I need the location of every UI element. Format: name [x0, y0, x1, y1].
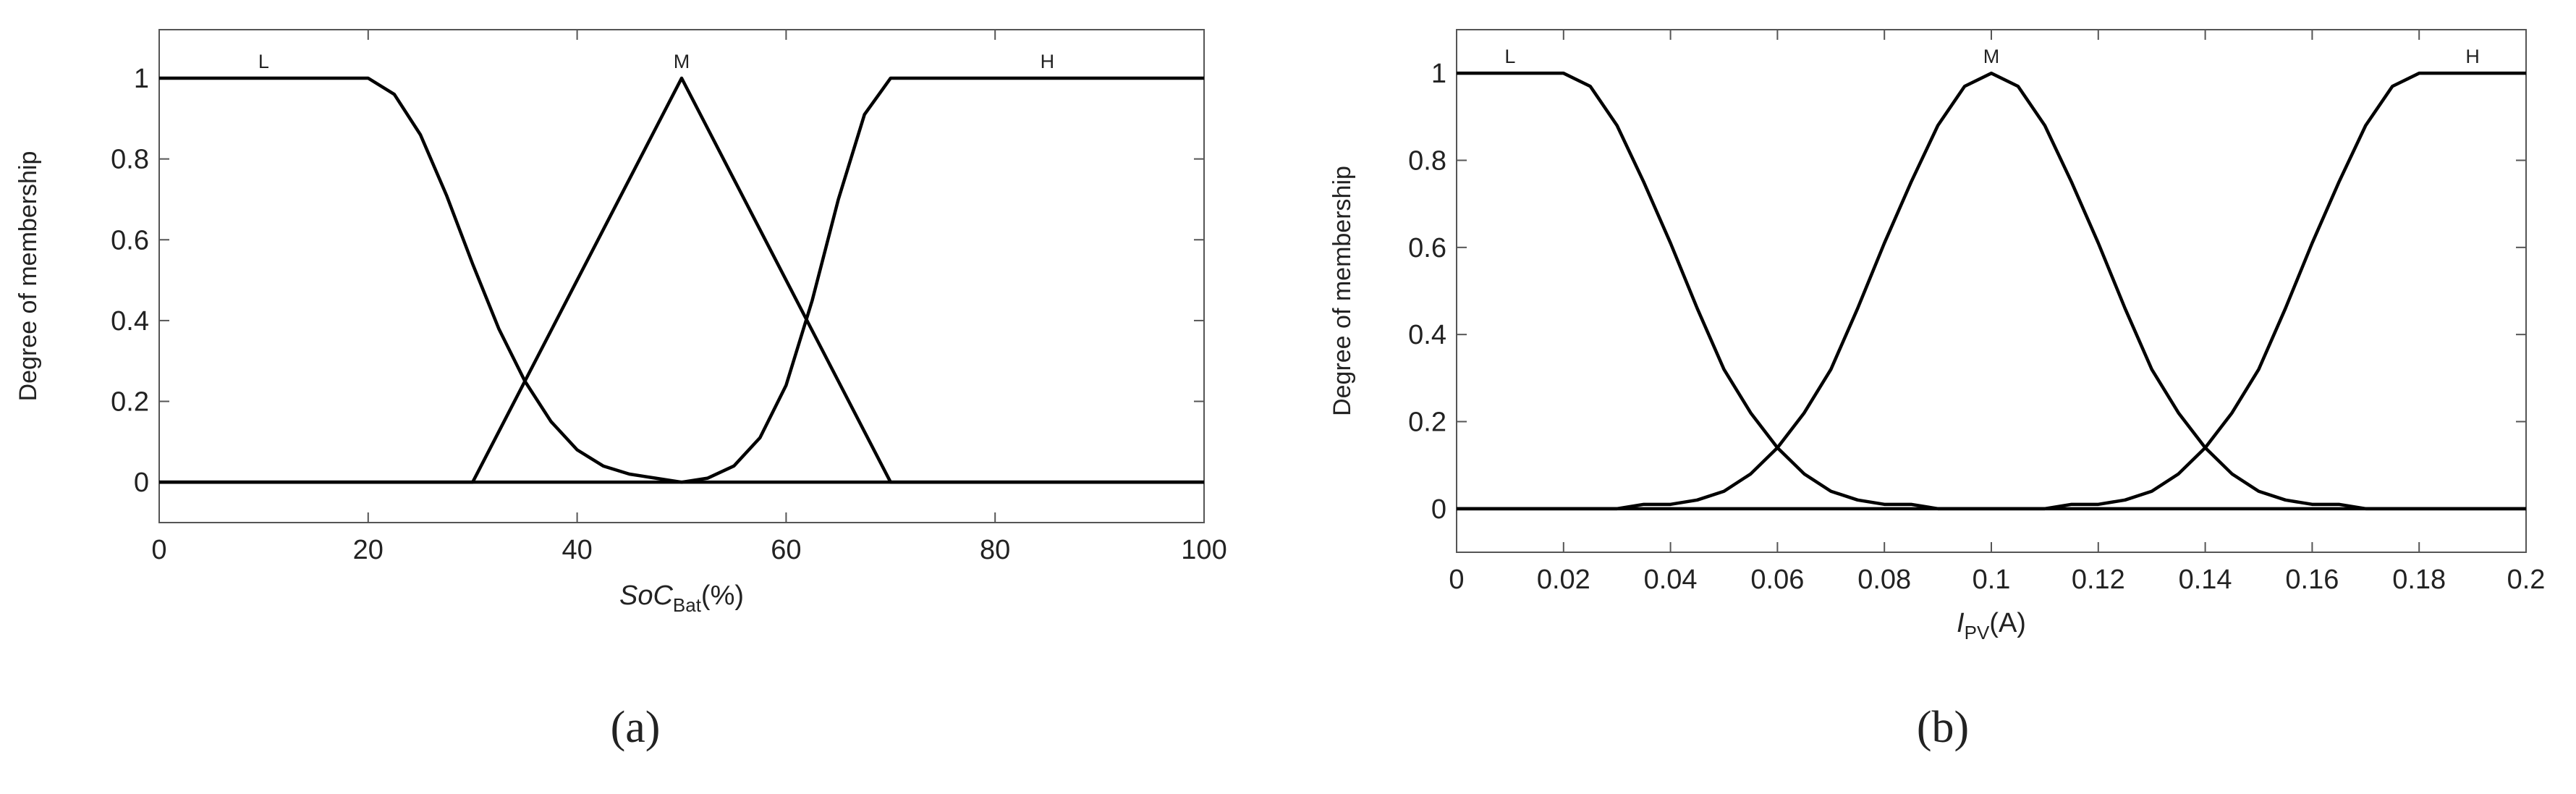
x-tick-label: 0 [151, 535, 166, 565]
x-label-unit: (%) [701, 580, 744, 611]
x-label-unit: (A) [1989, 608, 2026, 638]
x-tick-label: 100 [1181, 535, 1226, 565]
y-tick-label: 0 [1431, 494, 1446, 525]
x-label-symbol: I [1957, 608, 1965, 638]
x-tick-label: 60 [771, 535, 801, 565]
y-tick-label: 0.8 [111, 145, 149, 175]
x-tick-label: 0.06 [1750, 565, 1804, 595]
x-tick-label: 20 [353, 535, 384, 565]
series-label: H [1041, 51, 1055, 72]
membership-curve [159, 76, 1204, 484]
x-tick-label: 0.16 [2285, 565, 2339, 595]
x-tick-label: 0.2 [2507, 565, 2546, 595]
x-axis-label: SoCBat(%) [619, 580, 744, 616]
x-tick-label: 0 [1449, 565, 1464, 595]
plot-frame [1456, 29, 2527, 553]
membership-curve [1457, 71, 2526, 511]
series-label: M [674, 51, 690, 72]
x-tick-label: 0.02 [1537, 565, 1590, 595]
x-tick-label: 40 [562, 535, 592, 565]
x-label-subscript: PV [1965, 622, 1990, 643]
y-tick-label: 0.6 [1408, 233, 1446, 263]
y-tick-label: 0 [134, 468, 149, 498]
series-label: H [2465, 46, 2480, 67]
y-tick-label: 0.4 [111, 306, 149, 337]
membership-curve [1457, 71, 2526, 511]
caption: (a) [611, 703, 661, 752]
y-tick-label: 0.8 [1408, 146, 1446, 177]
plot-frame [158, 29, 1205, 523]
caption: (b) [1917, 703, 1969, 752]
membership-curve [1457, 71, 2526, 511]
membership-curve [159, 76, 1204, 484]
x-tick-label: 0.1 [1973, 565, 2011, 595]
x-axis-label: IPV(A) [1957, 608, 2026, 643]
x-tick-label: 0.14 [2179, 565, 2232, 595]
x-tick-label: 0.18 [2392, 565, 2446, 595]
series-label: L [258, 51, 269, 72]
x-label-subscript: Bat [673, 594, 702, 616]
y-tick-label: 1 [1431, 59, 1446, 89]
chart: 0 20 40 60 80 100 0 0.2 0.4 0.6 0.8 1 Degree of memb… [14, 29, 1227, 752]
y-tick-label: 0.2 [111, 387, 149, 418]
y-axis-label: Degree of membership [14, 151, 42, 402]
x-tick-label: 80 [980, 535, 1010, 565]
y-tick-label: 1 [134, 64, 149, 94]
y-axis-label: Degree of membership [1329, 166, 1356, 416]
x-tick-label: 0.12 [2072, 565, 2125, 595]
y-tick-label: 0.4 [1408, 320, 1446, 350]
y-tick-label: 0.2 [1408, 407, 1446, 438]
x-label-symbol: SoC [619, 580, 673, 611]
series-label: M [1983, 46, 2000, 67]
chart: 0 0.02 0.04 0.06 0.08 0.1 0.12 0.14 0.16 0.18 0.2 0… [1329, 29, 2546, 752]
x-tick-label: 0.04 [1644, 565, 1698, 595]
series-label: L [1504, 46, 1515, 67]
y-tick-label: 0.6 [111, 225, 149, 255]
membership-curve [159, 76, 1204, 484]
x-tick-label: 0.08 [1857, 565, 1911, 595]
